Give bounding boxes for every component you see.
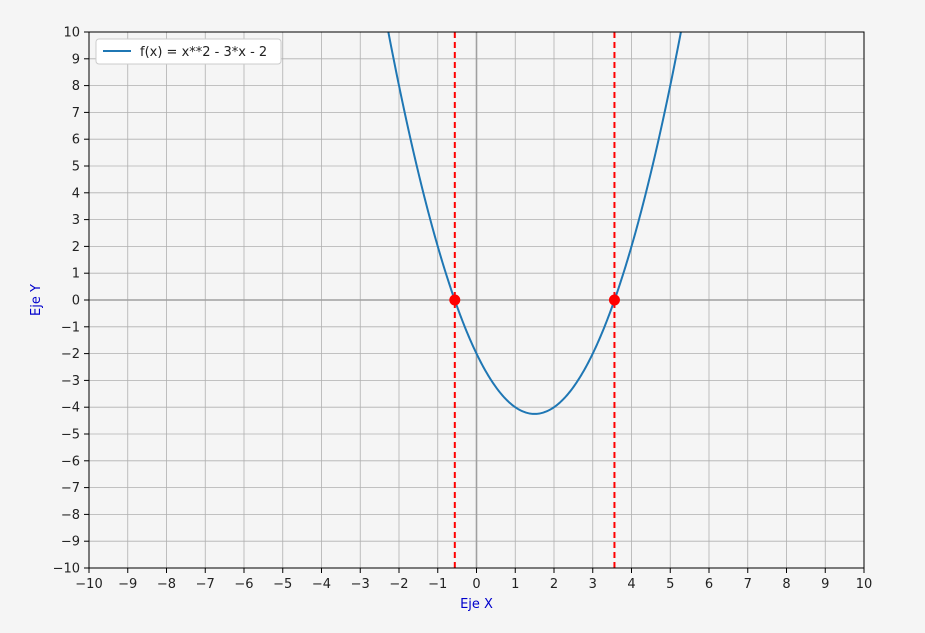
- x-tick-label: 8: [782, 577, 790, 592]
- y-tick-label: 9: [72, 52, 80, 67]
- y-tick-label: 3: [72, 213, 80, 228]
- x-tick-label: −5: [273, 577, 292, 592]
- x-tick-label: −1: [428, 577, 447, 592]
- y-tick-label: 0: [72, 294, 80, 309]
- roots-layer: [449, 32, 620, 568]
- x-tick-label: 2: [550, 577, 558, 592]
- x-tick-label: −6: [234, 577, 253, 592]
- y-tick-label: −3: [61, 374, 80, 389]
- x-axis-title: Eje X: [460, 597, 493, 612]
- series-layer: [387, 32, 682, 415]
- x-tick-label: −3: [351, 577, 370, 592]
- root-point: [608, 294, 620, 306]
- legend: f(x) = x**2 - 3*x - 2: [95, 38, 282, 65]
- x-tick-label: −8: [157, 577, 176, 592]
- y-tick-label: 5: [72, 160, 80, 175]
- x-tick-label: 0: [472, 577, 480, 592]
- y-tick-label: 1: [72, 267, 80, 282]
- x-tick-label: 9: [821, 577, 829, 592]
- y-tick-label: 2: [72, 240, 80, 255]
- y-tick-label: −5: [61, 428, 80, 443]
- y-tick-label: −7: [61, 481, 80, 496]
- y-tick-label: 7: [72, 106, 80, 121]
- y-tick-label: −4: [61, 401, 80, 416]
- legend-box: [95, 38, 282, 65]
- x-tick-label: 10: [856, 577, 873, 592]
- y-tick-label: −6: [61, 454, 80, 469]
- x-tick-label: 1: [511, 577, 519, 592]
- legend-label: f(x) = x**2 - 3*x - 2: [140, 45, 267, 60]
- x-tick-label: 5: [666, 577, 674, 592]
- y-tick-label: 6: [72, 133, 80, 148]
- x-tick-label: −4: [312, 577, 331, 592]
- y-tick-label: 8: [72, 79, 80, 94]
- x-tick-label: −10: [75, 577, 102, 592]
- y-tick-label: 10: [63, 26, 80, 41]
- y-tick-label: −2: [61, 347, 80, 362]
- zero-axes: [89, 32, 864, 568]
- y-tick-label: −8: [61, 508, 80, 523]
- x-tick-label: −7: [196, 577, 215, 592]
- y-tick-label: −1: [61, 320, 80, 335]
- x-tick-label: 4: [627, 577, 635, 592]
- y-tick-label: −9: [61, 535, 80, 550]
- series-line: [387, 32, 682, 415]
- y-axis-title: Eje Y: [29, 284, 44, 316]
- x-tick-label: −9: [118, 577, 137, 592]
- root-point: [449, 294, 461, 306]
- x-tick-label: 7: [744, 577, 752, 592]
- x-ticks: −10 −9 −8 −7 −6 −5 −4 −3 −2 −1 0 1 2 3 4 5 6 7 8 9 10: [75, 568, 872, 592]
- y-tick-label: −10: [53, 562, 80, 577]
- x-tick-label: 6: [705, 577, 713, 592]
- y-tick-label: 4: [72, 186, 80, 201]
- x-tick-label: 3: [589, 577, 597, 592]
- x-tick-label: −2: [389, 577, 408, 592]
